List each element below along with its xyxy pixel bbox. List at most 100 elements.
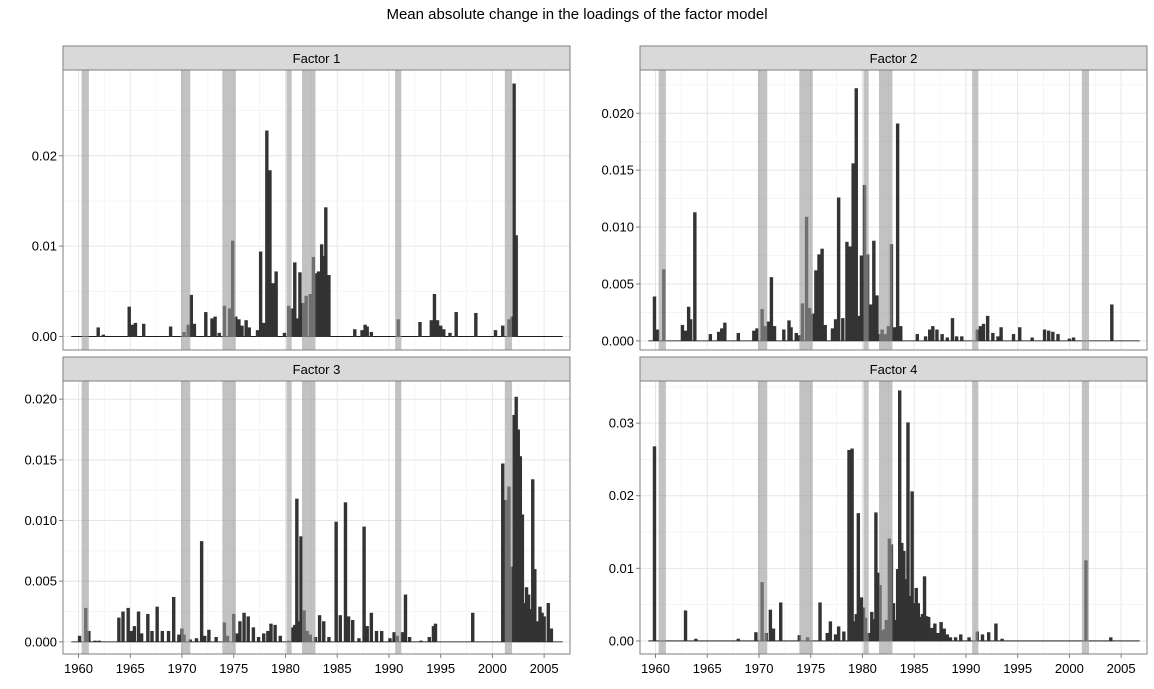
recession-band [1081,381,1090,654]
data-bar [930,627,934,641]
data-bar [518,456,523,642]
data-bar [847,449,851,641]
recession-band [799,70,813,350]
data-bar [299,536,303,642]
data-bar [240,325,244,337]
data-bar [869,304,873,341]
data-bar [914,587,918,641]
data-bar [918,616,923,641]
recession-band [222,381,236,654]
data-bar [291,627,295,642]
data-bar [1056,334,1060,341]
data-bar [817,254,821,341]
data-bar [1030,337,1034,341]
data-bar [528,609,533,642]
data-bar [859,255,864,341]
recession-band [972,381,979,654]
recession-band [222,70,236,350]
data-bar [295,318,299,337]
strip-background [62,45,571,71]
y-tick-label: 0.01 [609,561,634,576]
data-bar [199,541,204,642]
strip-background [639,45,1148,71]
x-tick-label: 1990 [951,661,980,676]
data-bar [854,614,858,641]
data-bar [322,256,326,337]
y-tick-label: 0.005 [601,276,634,291]
data-bar [516,429,520,642]
data-bar [1011,334,1016,341]
data-bar [683,330,688,341]
recession-band [180,381,191,654]
recession-band [863,70,869,350]
data-bar [192,323,197,337]
recession-band [81,381,89,654]
data-bar [814,270,818,341]
data-bar [752,330,756,341]
data-bar [820,248,824,341]
data-bar [945,634,950,641]
data-bar [874,512,878,641]
panel-4: Factor 4 0.00 0.01 0.02 0.03 1960 1965 1970 1975… [609,356,1148,676]
data-bar [825,632,829,641]
data-bar [407,637,412,642]
data-bar [168,326,173,337]
data-bar [912,603,916,641]
data-bar [1110,304,1114,341]
data-bar [433,623,438,642]
y-tick-label: 0.02 [609,488,634,503]
data-bar [845,241,849,341]
data-bar [427,637,431,642]
data-bar [265,130,269,337]
panel-background [640,70,1147,350]
x-tick-label: 1975 [219,661,248,676]
panel-border [62,380,571,655]
data-bar [526,594,531,642]
data-bar [546,603,550,642]
data-bar [891,603,896,641]
data-bar [369,612,374,642]
data-bar [255,330,260,337]
recession-band [879,70,893,350]
data-bar [256,637,261,642]
data-bar [235,633,239,642]
data-bar [1051,331,1055,341]
data-bar [942,628,946,641]
recession-band [81,70,89,350]
data-bar [850,448,854,641]
data-bar [904,579,908,641]
data-bar [960,336,964,341]
data-bar [535,621,539,642]
data-bar [136,611,141,642]
strip-background [62,356,571,382]
data-bar [392,632,396,642]
data-bar [322,621,326,642]
data-bar [872,240,876,341]
data-bar [244,320,248,337]
data-bar [933,623,937,641]
recession-band [1081,70,1090,350]
data-bar [365,626,369,642]
data-bar [841,318,845,341]
data-bar [379,630,384,642]
data-bar [273,624,277,642]
data-bar [297,621,301,642]
x-tick-label: 2000 [1055,661,1084,676]
data-bar [916,603,921,641]
y-tick-label: 0.01 [32,239,57,254]
data-bar [779,602,783,641]
strip-label: Factor 2 [870,51,918,66]
y-tick-label: 0.02 [32,148,57,163]
y-tick-label: 0.03 [609,416,634,431]
data-bar [828,621,833,641]
data-bar [139,633,144,642]
y-tick-label: 0.020 [601,106,634,121]
data-bar [269,623,273,642]
data-bar [924,616,929,641]
data-bar [117,617,121,642]
data-bar [842,631,846,641]
data-bar [851,163,855,341]
data-bar [298,272,302,337]
data-bar [346,616,351,642]
